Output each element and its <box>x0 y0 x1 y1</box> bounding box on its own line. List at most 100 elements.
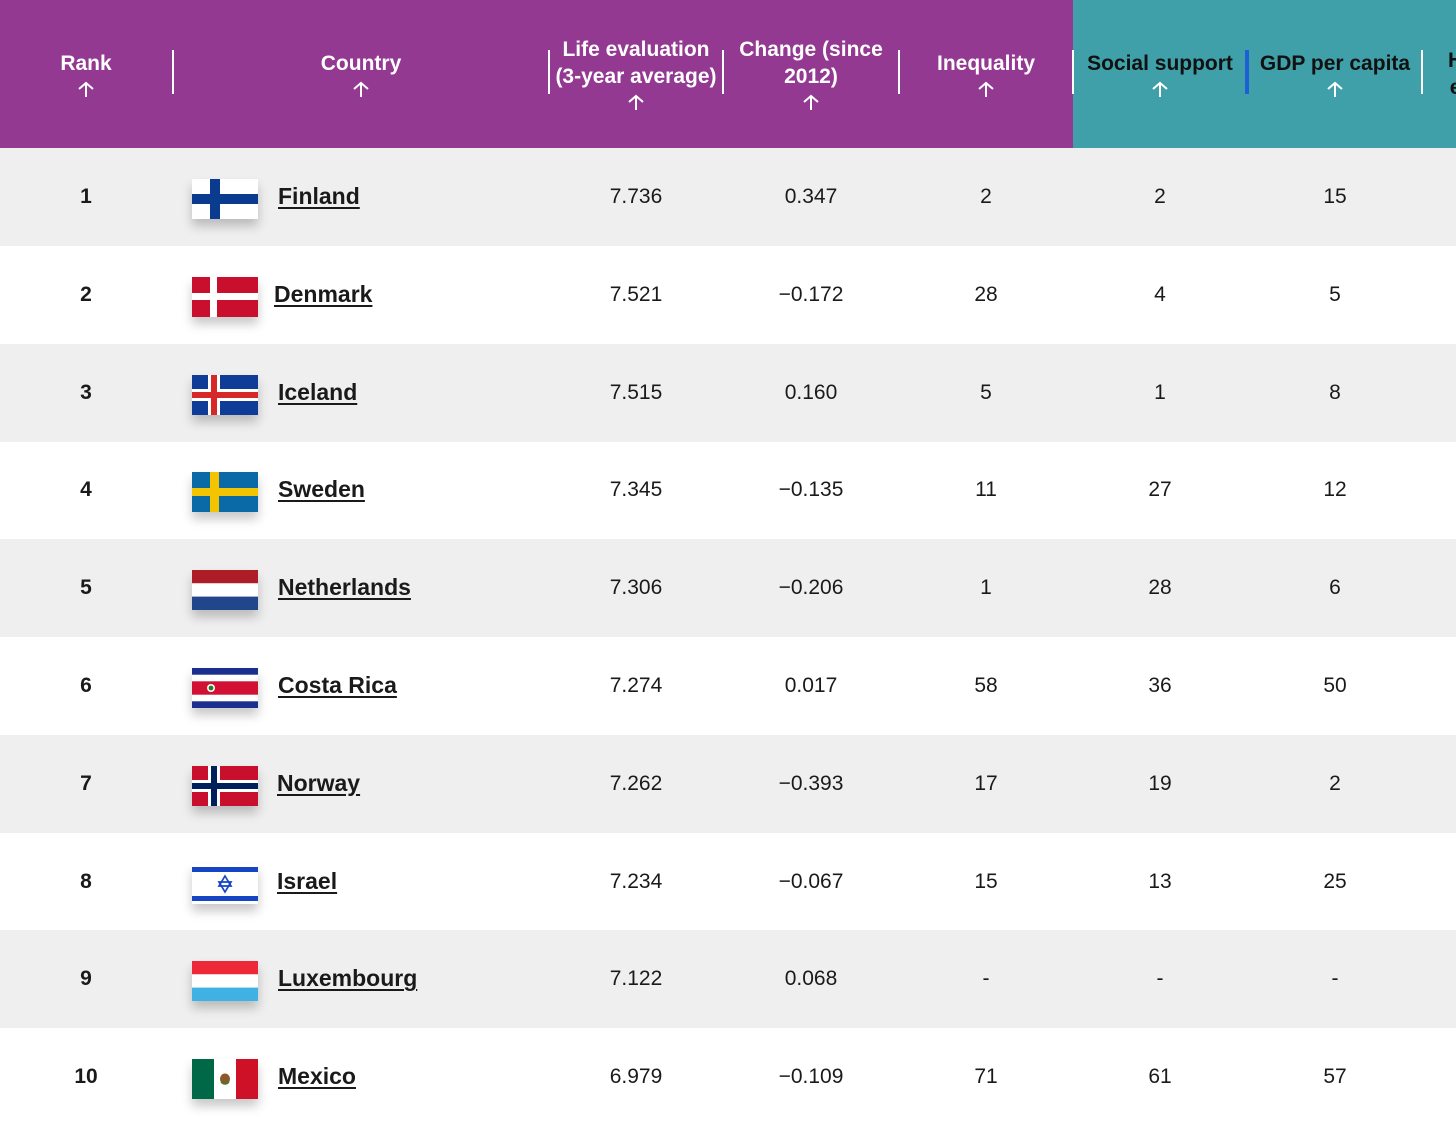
rank-cell: 9 <box>80 967 92 991</box>
column-header-inequality[interactable]: Inequality <box>900 0 1072 148</box>
social-support-cell: - <box>1156 967 1164 991</box>
column-divider <box>722 50 724 94</box>
life-evaluation-cell: 7.515 <box>609 380 663 404</box>
rank-cell: 10 <box>74 1065 98 1089</box>
table-row: 4 Sweden 7.345 −0.135 11 27 12 <box>0 441 1456 539</box>
arrow-up-icon <box>803 94 819 110</box>
social-support-cell: 36 <box>1148 674 1172 697</box>
social-support-cell: 13 <box>1148 869 1172 893</box>
life-evaluation-cell: 6.979 <box>609 1065 663 1089</box>
country-link[interactable]: Netherlands <box>278 574 411 601</box>
rank-cell: 8 <box>80 869 92 893</box>
column-divider <box>898 50 900 94</box>
luxembourg-flag-icon <box>192 961 258 1001</box>
table-row: 7 Norway 7.262 −0.393 17 19 2 <box>0 734 1456 833</box>
gdp-per-capita-cell: 25 <box>1323 869 1347 893</box>
column-header-social-support[interactable]: Social support <box>1074 0 1246 148</box>
active-column-divider[interactable] <box>1245 50 1249 94</box>
change-cell: −0.206 <box>778 576 844 600</box>
gdp-per-capita-cell: - <box>1331 967 1339 991</box>
change-cell: −0.393 <box>778 771 844 795</box>
column-header-label: H e <box>1448 49 1456 99</box>
social-support-cell: 28 <box>1148 576 1172 600</box>
country-link[interactable]: Finland <box>278 183 360 209</box>
mexico-flag-icon <box>192 1059 258 1099</box>
country-link[interactable]: Iceland <box>278 378 358 405</box>
social-support-cell: 61 <box>1148 1065 1172 1089</box>
rank-cell: 2 <box>80 282 92 306</box>
arrow-up-icon <box>1152 81 1168 97</box>
gdp-per-capita-cell: 50 <box>1323 674 1347 697</box>
arrow-up-icon <box>1327 81 1343 97</box>
sweden-flag-icon <box>192 472 258 512</box>
gdp-per-capita-cell: 12 <box>1323 478 1347 502</box>
rank-cell: 5 <box>80 576 92 600</box>
country-link[interactable]: Sweden <box>278 476 365 503</box>
arrow-up-icon <box>978 81 994 97</box>
arrow-up-icon <box>628 94 644 110</box>
life-evaluation-cell: 7.306 <box>609 576 663 600</box>
column-header-label: GDP per capita <box>1259 51 1411 75</box>
column-divider <box>548 50 550 94</box>
rank-cell: 7 <box>80 771 92 795</box>
country-link[interactable]: Luxembourg <box>278 965 418 992</box>
column-header-label: Life evaluation (3-year average) <box>555 38 717 88</box>
column-header-label: Country <box>320 51 402 75</box>
change-cell: 0.160 <box>784 380 838 404</box>
gdp-per-capita-cell: 15 <box>1323 185 1347 208</box>
change-cell: −0.109 <box>778 1065 844 1089</box>
column-header-change[interactable]: Change (since 2012) <box>724 0 898 148</box>
inequality-cell: 17 <box>974 771 998 795</box>
inequality-cell: - <box>982 967 990 991</box>
column-header-country[interactable]: Country <box>174 0 548 148</box>
arrow-up-icon <box>353 81 369 97</box>
table-row: 6 Costa Rica 7.274 0.017 58 36 50 <box>0 637 1456 735</box>
table-row: 5 Netherlands 7.306 −0.206 1 28 6 <box>0 539 1456 638</box>
table-row: 10 Mexico 6.979 −0.109 71 61 57 <box>0 1028 1456 1126</box>
table-row: 8 Israel 7.234 −0.067 15 13 25 <box>0 833 1456 931</box>
rank-cell: 4 <box>80 478 92 502</box>
change-cell: 0.017 <box>784 674 838 697</box>
social-support-cell: 2 <box>1154 185 1166 208</box>
table-header: Rank Country Life evaluation (3-year ave… <box>0 0 1456 148</box>
column-header-gdp-per-capita[interactable]: GDP per capita <box>1249 0 1421 148</box>
column-header-partial[interactable]: H e <box>1423 0 1456 148</box>
change-cell: −0.135 <box>778 478 844 502</box>
inequality-cell: 58 <box>974 674 998 697</box>
country-link[interactable]: Denmark <box>274 280 373 307</box>
column-header-life-evaluation[interactable]: Life evaluation (3-year average) <box>550 0 722 148</box>
rank-cell: 6 <box>80 674 92 697</box>
finland-flag-icon <box>192 179 258 219</box>
column-header-label: Change (since 2012) <box>739 38 883 88</box>
rank-cell: 3 <box>80 380 92 404</box>
iceland-flag-icon <box>192 375 258 415</box>
inequality-cell: 11 <box>975 478 997 502</box>
column-divider <box>1421 50 1423 94</box>
change-cell: −0.172 <box>778 282 844 306</box>
change-cell: −0.067 <box>778 869 844 893</box>
country-link[interactable]: Israel <box>277 867 338 894</box>
gdp-per-capita-cell: 2 <box>1329 771 1341 795</box>
arrow-up-icon <box>78 81 94 97</box>
country-link[interactable]: Mexico <box>278 1063 356 1090</box>
column-header-rank[interactable]: Rank <box>0 0 172 148</box>
inequality-cell: 5 <box>980 380 992 404</box>
israel-flag-icon <box>192 864 258 904</box>
change-cell: 0.347 <box>784 185 838 208</box>
table-row: 9 Luxembourg 7.122 0.068 - - - <box>0 930 1456 1029</box>
table-row: 1 Finland 7.736 0.347 2 2 15 <box>0 148 1456 246</box>
gdp-per-capita-cell: 6 <box>1329 576 1341 600</box>
life-evaluation-cell: 7.274 <box>609 674 663 697</box>
life-evaluation-cell: 7.345 <box>609 478 663 502</box>
country-link[interactable]: Costa Rica <box>278 672 397 698</box>
denmark-flag-icon <box>192 277 258 317</box>
inequality-cell: 71 <box>974 1065 998 1089</box>
life-evaluation-cell: 7.736 <box>609 185 663 208</box>
change-cell: 0.068 <box>784 967 838 991</box>
inequality-cell: 15 <box>974 869 998 893</box>
country-link[interactable]: Norway <box>277 769 361 796</box>
inequality-cell: 28 <box>974 282 998 306</box>
column-header-label: Rank <box>60 51 112 75</box>
secondary-header-band <box>1073 0 1456 148</box>
netherlands-flag-icon <box>192 570 258 610</box>
